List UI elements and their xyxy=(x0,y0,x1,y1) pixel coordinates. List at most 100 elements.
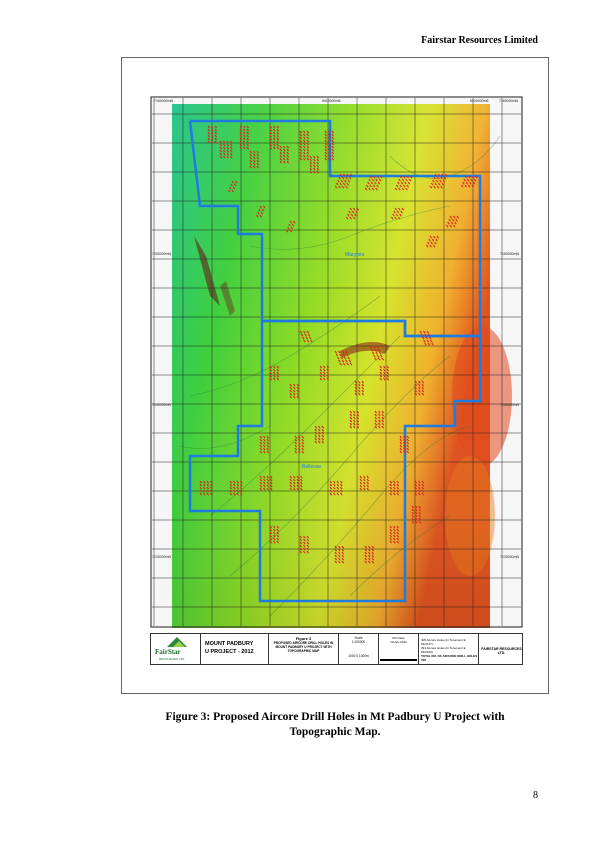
drill-hole-marker xyxy=(364,554,368,558)
drill-hole-marker xyxy=(418,380,421,384)
drill-hole-marker xyxy=(368,557,371,561)
drill-hole-marker xyxy=(299,547,303,551)
drill-hole-marker xyxy=(276,528,280,532)
drill-hole-marker xyxy=(374,416,378,420)
drill-hole-marker xyxy=(353,410,356,414)
drill-hole-marker xyxy=(259,447,263,451)
drill-hole-marker xyxy=(349,216,352,220)
drill-hole-marker xyxy=(421,380,425,384)
drill-hole-marker xyxy=(455,218,458,222)
drill-hole-marker xyxy=(389,489,393,493)
drill-hole-marker xyxy=(373,175,376,179)
drill-hole-marker xyxy=(411,514,415,518)
drill-hole-marker xyxy=(414,386,418,390)
drill-hole-marker xyxy=(211,128,214,132)
drill-hole-marker xyxy=(349,425,353,429)
drill-hole-marker xyxy=(336,492,340,496)
drill-hole-marker xyxy=(306,142,310,146)
drill-hole-marker xyxy=(226,152,230,156)
drill-hole-marker xyxy=(273,537,276,541)
drill-hole-marker xyxy=(436,176,440,180)
drill-hole-marker xyxy=(415,520,418,524)
drill-hole-marker xyxy=(466,178,470,182)
drill-hole-marker xyxy=(321,431,325,435)
drill-hole-marker xyxy=(293,475,296,479)
note-line: 405 Aircore Holes (in Tenement E 52/2147… xyxy=(421,638,466,646)
drill-hole-marker xyxy=(399,213,402,217)
drill-hole-marker xyxy=(231,180,235,184)
drill-hole-marker xyxy=(303,154,306,158)
drill-hole-marker xyxy=(355,210,358,214)
scale-info: Scale 1:100000 1000 0 1000m xyxy=(339,634,379,664)
drill-hole-marker xyxy=(421,480,425,484)
drill-hole-marker xyxy=(449,224,452,228)
drill-hole-marker xyxy=(243,140,246,144)
drill-hole-marker xyxy=(331,142,335,146)
drill-hole-marker xyxy=(276,374,280,378)
drill-hole-marker xyxy=(331,139,335,143)
drill-hole-marker xyxy=(375,178,378,182)
drill-hole-marker xyxy=(336,480,340,484)
drill-hole-marker xyxy=(303,157,306,161)
drill-hole-marker xyxy=(207,140,211,144)
drill-hole-marker xyxy=(376,175,380,179)
drill-hole-marker xyxy=(207,125,211,129)
drill-hole-marker xyxy=(397,216,401,220)
drill-hole-marker xyxy=(306,339,310,343)
drill-hole-marker xyxy=(397,181,400,185)
drill-hole-marker xyxy=(306,133,310,137)
drill-hole-marker xyxy=(468,175,471,179)
drill-hole-marker xyxy=(334,551,338,555)
drill-hole-marker xyxy=(331,157,335,161)
drill-hole-marker xyxy=(299,330,303,334)
drill-hole-marker xyxy=(381,419,385,423)
drill-hole-marker xyxy=(203,480,206,484)
drill-hole-marker xyxy=(296,475,300,479)
drill-hole-marker xyxy=(263,484,266,488)
drill-hole-marker xyxy=(246,143,250,147)
drill-hole-marker xyxy=(226,140,230,144)
drill-hole-marker xyxy=(276,140,280,144)
drill-hole-marker xyxy=(324,148,328,152)
drill-hole-marker xyxy=(300,481,303,485)
drill-hole-marker xyxy=(340,483,343,487)
drill-hole-marker xyxy=(368,545,371,549)
drill-hole-marker xyxy=(253,153,256,157)
drill-hole-marker xyxy=(276,125,280,129)
drill-hole-marker xyxy=(427,333,431,337)
drill-hole-marker xyxy=(303,142,306,146)
drill-hole-marker xyxy=(386,371,390,375)
drill-hole-marker xyxy=(364,187,368,191)
drill-hole-marker xyxy=(266,447,270,451)
drill-hole-marker xyxy=(301,435,305,439)
drill-hole-marker xyxy=(301,444,305,448)
drill-hole-marker xyxy=(306,151,310,155)
drill-hole-marker xyxy=(420,333,424,337)
drill-hole-marker xyxy=(230,143,233,147)
drill-hole-marker xyxy=(231,189,234,193)
drill-hole-marker xyxy=(269,525,273,529)
drill-hole-marker xyxy=(210,480,213,484)
drill-hole-marker xyxy=(442,179,446,183)
drill-hole-marker xyxy=(294,450,298,454)
drill-hole-marker xyxy=(462,181,465,185)
drill-hole-marker xyxy=(256,156,260,160)
drill-hole-marker xyxy=(230,149,233,153)
drill-hole-marker xyxy=(306,154,310,158)
scale-value: 1:100000 xyxy=(351,640,366,644)
drill-hole-marker xyxy=(418,508,422,512)
drill-hole-marker xyxy=(424,342,427,346)
drill-hole-marker xyxy=(375,187,378,191)
drill-hole-marker xyxy=(396,486,400,490)
drill-hole-marker xyxy=(414,383,418,387)
drill-hole-marker xyxy=(289,395,293,399)
drill-hole-marker xyxy=(309,164,313,168)
drill-hole-marker xyxy=(246,146,250,150)
drill-hole-marker xyxy=(399,444,403,448)
drill-hole-marker xyxy=(451,218,455,222)
drill-hole-marker xyxy=(309,158,313,162)
drill-hole-marker xyxy=(378,419,381,423)
drill-hole-marker xyxy=(403,441,406,445)
company-name: FAIRSTAR RESOURCES LTD. xyxy=(481,647,522,655)
drill-hole-marker xyxy=(418,492,421,496)
